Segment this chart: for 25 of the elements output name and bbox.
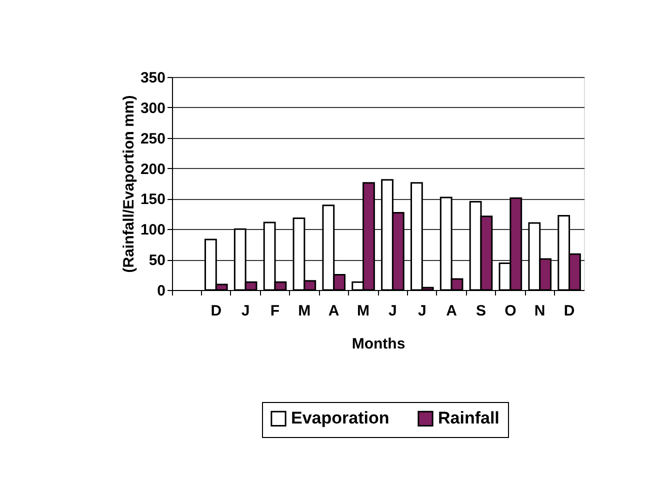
x-axis-title: Months xyxy=(352,336,406,352)
y-tick-label: 50 xyxy=(148,252,166,270)
legend-label: Evaporation xyxy=(291,408,390,428)
y-tick-label: 100 xyxy=(140,222,166,239)
x-tick-label: M xyxy=(298,302,311,320)
y-tick-label: 350 xyxy=(140,70,166,86)
x-tick-label: O xyxy=(504,302,517,320)
x-tick-label: F xyxy=(270,302,280,320)
x-tick-label: J xyxy=(241,302,250,320)
x-tick-label: J xyxy=(418,302,426,320)
x-tick-label: D xyxy=(210,302,222,320)
y-tick-label: 150 xyxy=(140,191,166,208)
x-tick-label: J xyxy=(388,302,397,320)
y-tick-label: 250 xyxy=(140,130,166,148)
x-tick-label: D xyxy=(564,302,575,320)
y-tick-label: 300 xyxy=(140,100,166,117)
y-tick-label: 0 xyxy=(157,282,166,300)
x-tick-label: A xyxy=(328,302,340,320)
legend-label: Rainfall xyxy=(438,408,500,428)
y-axis-title: (Rainfall/Evaportion mm) xyxy=(120,95,138,273)
x-tick-label: M xyxy=(357,302,370,320)
x-tick-label: N xyxy=(534,302,546,320)
x-tick-label: A xyxy=(446,302,458,320)
y-tick-label: 200 xyxy=(140,160,166,178)
x-tick-label: S xyxy=(476,302,486,320)
